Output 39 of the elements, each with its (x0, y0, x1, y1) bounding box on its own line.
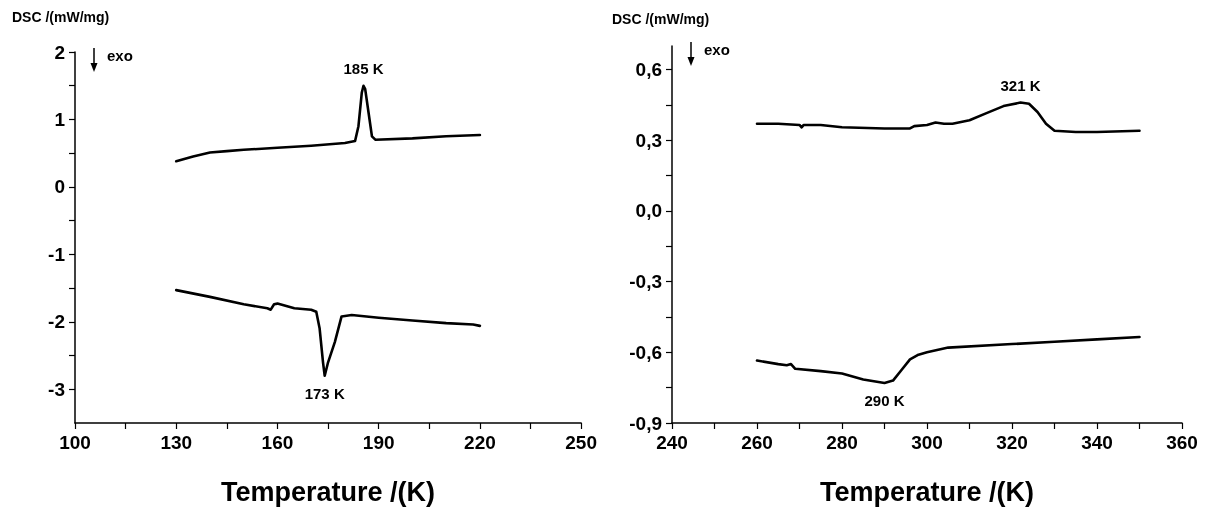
x-tick-label: 240 (656, 432, 688, 453)
line-series (755, 335, 1141, 385)
y-axis-title: DSC /(mW/mg) (12, 9, 110, 25)
line-series (755, 101, 1141, 134)
line-series (174, 288, 482, 378)
annotation: 185 K (343, 59, 384, 77)
x-tick-label: 100 (59, 432, 91, 453)
x-tick-label: 280 (826, 432, 858, 453)
y-tick-label: 0,3 (635, 129, 662, 151)
x-tick-label: 250 (565, 432, 597, 453)
x-tick-label: 300 (911, 432, 943, 453)
y-tick-label: -0,9 (629, 412, 662, 434)
x-tick-label: 130 (160, 432, 193, 453)
y-tick-label: 0,0 (635, 200, 662, 222)
x-tick-label: 160 (261, 432, 294, 453)
annotation: exo (107, 47, 133, 64)
x-tick-label: 260 (741, 432, 773, 453)
x-tick-label: 340 (1081, 432, 1113, 453)
line-series (174, 84, 482, 163)
annotation: 321 K (1000, 76, 1041, 94)
y-tick-label: -2 (48, 311, 65, 333)
y-tick-label: 2 (54, 41, 65, 63)
x-tick-label: 360 (1166, 432, 1198, 453)
y-axis-title: DSC /(mW/mg) (612, 11, 710, 27)
y-tick-label: 0 (54, 176, 65, 198)
y-tick-label: 0,6 (635, 59, 662, 81)
y-tick-label: -1 (48, 243, 66, 265)
x-tick-label: 320 (996, 432, 1028, 453)
x-tick-label: 220 (464, 432, 496, 453)
y-tick-label: -0,3 (629, 271, 662, 293)
y-tick-label: 1 (54, 108, 66, 130)
annotation: 173 K (304, 384, 345, 402)
x-tick-label: 190 (362, 432, 395, 453)
x-axis-title: Temperature /(K) (819, 476, 1035, 507)
annotation: exo (704, 41, 730, 58)
y-tick-label: -3 (48, 378, 65, 400)
x-axis-title: Temperature /(K) (221, 476, 436, 507)
annotation: 290 K (864, 391, 905, 409)
y-tick-label: -0,6 (629, 341, 662, 363)
